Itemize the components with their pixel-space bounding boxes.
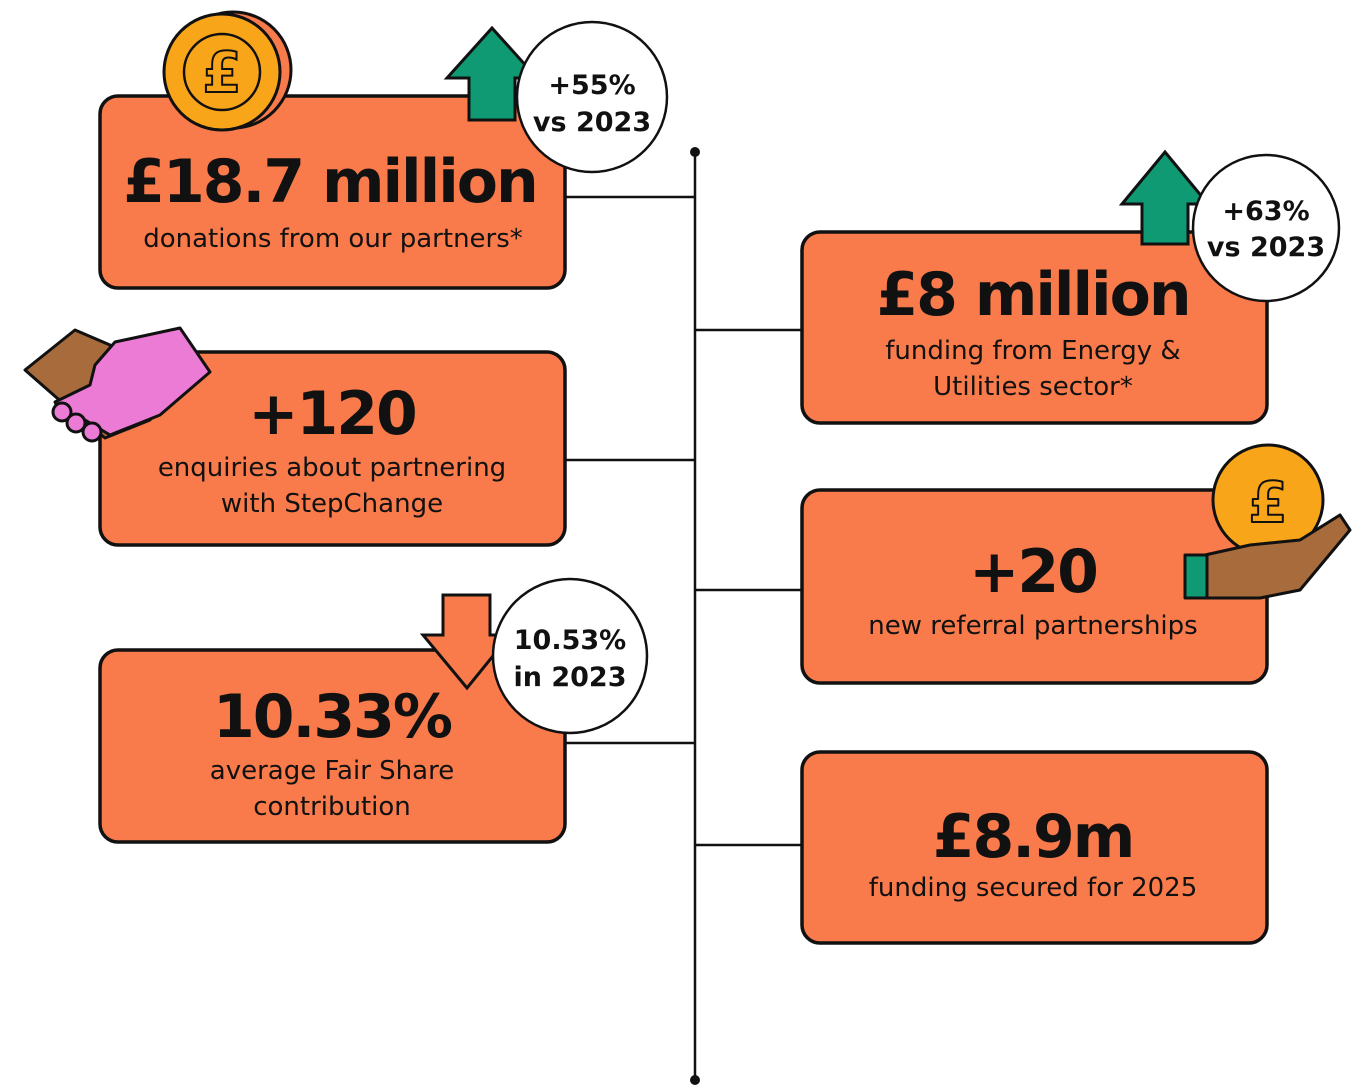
badge-text: in 2023: [513, 662, 626, 693]
headline: +120: [248, 379, 416, 449]
badge: [491, 577, 649, 735]
description: with StepChange: [221, 489, 443, 519]
timeline-dot: [690, 1075, 700, 1085]
badge: [515, 20, 669, 174]
headline: £8.9m: [933, 802, 1134, 872]
badge-text: +55%: [548, 70, 635, 101]
svg-text:£: £: [1249, 471, 1288, 536]
badge: [1191, 153, 1341, 303]
description: enquiries about partnering: [158, 453, 506, 483]
description: donations from our partners*: [143, 224, 523, 254]
description: contribution: [253, 792, 411, 822]
handshake-icon: [23, 326, 212, 443]
headline: 10.33%: [213, 682, 452, 752]
up-arrow: [1118, 149, 1212, 246]
card: [800, 230, 1269, 425]
badge-text: vs 2023: [533, 107, 651, 138]
description: funding secured for 2025: [869, 873, 1197, 903]
headline: £18.7 million: [123, 147, 536, 217]
badge-text: +63%: [1222, 196, 1309, 227]
coin-icon: £: [162, 10, 293, 132]
svg-text:£: £: [203, 41, 242, 106]
card: [800, 750, 1269, 945]
description: Utilities sector*: [933, 372, 1133, 402]
description: new referral partnerships: [868, 611, 1197, 641]
down-arrow: [419, 593, 514, 691]
description: funding from Energy &: [885, 336, 1180, 366]
badge-text: 10.53%: [514, 625, 626, 656]
headline: +20: [969, 537, 1097, 607]
timeline-dot: [690, 147, 700, 157]
headline: £8 million: [876, 260, 1189, 330]
hand-coin-icon: £: [1183, 443, 1352, 600]
description: average Fair Share: [210, 756, 454, 786]
card: [98, 94, 567, 290]
badge-text: vs 2023: [1207, 232, 1325, 263]
up-arrow: [443, 25, 541, 122]
card: [98, 648, 567, 844]
card: [98, 350, 567, 547]
